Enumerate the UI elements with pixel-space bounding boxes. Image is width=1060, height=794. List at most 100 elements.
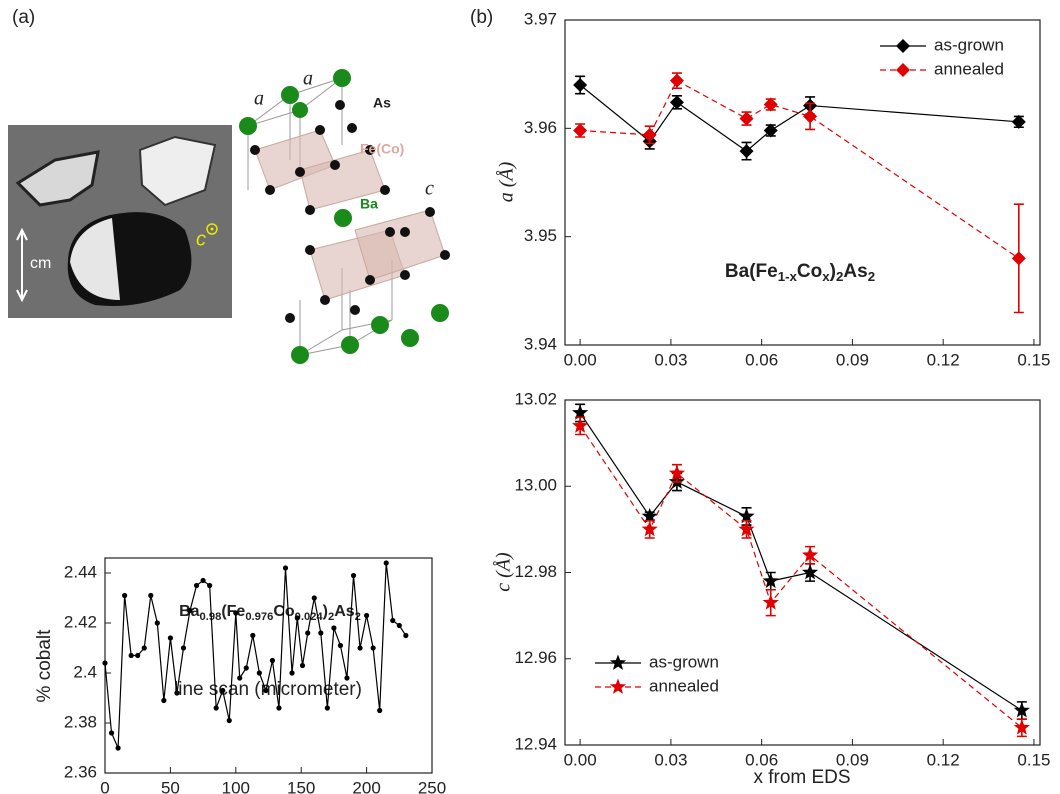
marker [377, 707, 383, 714]
x-tick-label: 50 [161, 778, 180, 794]
crystal-photo [8, 125, 232, 318]
y-tick-label: 3.94 [524, 334, 557, 353]
marker [299, 662, 306, 669]
plot-frame [564, 399, 1041, 746]
y-tick-label: 12.98 [514, 562, 557, 581]
marker [669, 95, 684, 110]
annotation-part: 2 [328, 611, 334, 623]
legend-marker [896, 63, 910, 77]
marker [390, 617, 396, 624]
x-tick-label: 0.00 [564, 350, 597, 369]
marker [128, 652, 134, 659]
axis-label: c [196, 228, 206, 250]
marker [337, 642, 344, 649]
annotation: Ba(Fe1-xCox)2As2 [725, 261, 875, 284]
marker [263, 687, 269, 694]
marker [762, 572, 779, 588]
marker [738, 507, 755, 524]
y-tick-label: 2.36 [64, 762, 97, 781]
annotation-part: As [334, 603, 355, 620]
marker [148, 592, 154, 599]
marker [350, 572, 357, 579]
x-tick-label: 0.09 [836, 750, 869, 769]
annotation: Ba0.98(Fe0.976Co0.024)2As2 [179, 603, 361, 623]
y-axis-title: % cobalt [34, 629, 55, 703]
marker [642, 127, 657, 142]
marker [762, 594, 779, 610]
marker [641, 520, 658, 537]
marker [187, 607, 193, 614]
marker [269, 657, 276, 664]
marker [220, 687, 226, 694]
annotation-part: Co [797, 261, 822, 282]
x-tick-label: 0.06 [745, 350, 778, 369]
marker [237, 675, 243, 681]
marker [669, 73, 684, 88]
marker [200, 577, 206, 584]
marker [213, 705, 219, 711]
marker [573, 78, 588, 92]
y-tick-label: 3.95 [524, 226, 557, 245]
marker [193, 582, 200, 589]
marker [324, 705, 330, 711]
y-tick-label: 2.38 [64, 712, 97, 731]
data-line [580, 79, 1020, 259]
marker [282, 565, 289, 571]
y-axis-title: a (Å) [496, 161, 518, 202]
marker [250, 632, 256, 639]
marker [641, 507, 658, 524]
annotation-part: (Fe [221, 603, 245, 620]
marker [289, 670, 295, 676]
y-axis-title: c (Å) [493, 552, 515, 592]
marker [256, 670, 262, 676]
y-tick-label: 13.00 [514, 476, 557, 495]
marker [403, 632, 409, 639]
annotation-part: ) [830, 261, 836, 282]
marker [233, 610, 239, 616]
marker [364, 612, 370, 619]
annotation-part: 0.024 [295, 611, 324, 623]
marker [763, 97, 778, 112]
panel-label: (a) [12, 7, 35, 28]
x-tick-label: 0.03 [654, 350, 687, 369]
x-tick-label: 0.06 [745, 750, 778, 769]
marker [154, 620, 160, 626]
marker [226, 717, 232, 724]
legend-label: annealed [934, 59, 1004, 78]
marker [1013, 719, 1030, 735]
data-line [579, 425, 1023, 729]
marker [802, 546, 819, 563]
marker [803, 109, 818, 124]
marker [122, 592, 128, 599]
marker [115, 745, 121, 751]
y-tick-label: 12.96 [514, 648, 557, 667]
x-tick-label: 150 [287, 778, 315, 794]
legend-label: annealed [649, 676, 719, 695]
x-tick-label: 100 [222, 778, 250, 794]
marker [370, 645, 376, 651]
marker [572, 417, 589, 433]
annotation-part: As [843, 261, 867, 282]
x-tick-label: 0.03 [654, 750, 687, 769]
marker [573, 123, 588, 138]
annotation-part: 2 [836, 269, 843, 284]
marker [739, 111, 754, 126]
x-tick-label: 0.12 [927, 750, 960, 769]
x-tick-label: 0.09 [836, 350, 869, 369]
marker [102, 660, 108, 666]
y-tick-label: 3.96 [524, 118, 557, 137]
annotation-part: 2 [868, 269, 875, 284]
marker [763, 123, 778, 138]
marker [276, 705, 282, 711]
structure-label: c [425, 178, 434, 200]
marker [344, 675, 350, 681]
y-tick-label: 2.44 [64, 562, 97, 581]
x-tick-label: 0.15 [1017, 350, 1050, 369]
x-tick-label: 0.15 [1017, 750, 1050, 769]
structure-label: a [254, 88, 264, 110]
marker [396, 622, 402, 629]
marker [1013, 702, 1030, 718]
annotation-part: ) [323, 603, 328, 620]
y-tick-label: 2.42 [64, 612, 97, 631]
legend-marker [609, 654, 627, 670]
